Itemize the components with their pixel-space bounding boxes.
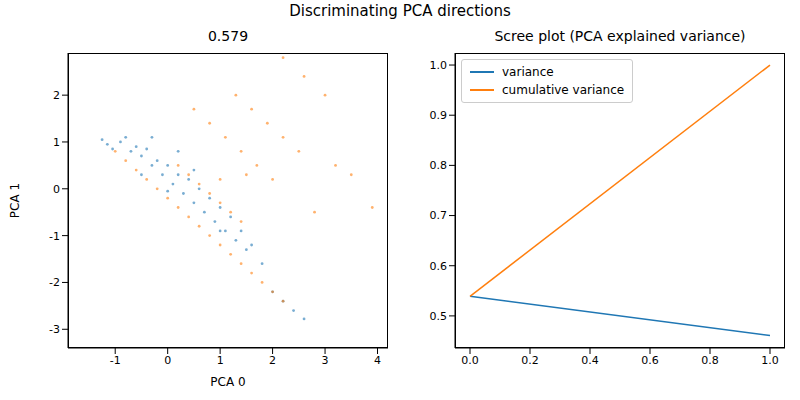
html-text:0.579: 0.579 — [208, 28, 248, 44]
svg-text:0.8: 0.8 — [701, 354, 719, 367]
svg-text:0.2: 0.2 — [521, 354, 539, 367]
svg-text:1: 1 — [53, 136, 60, 149]
svg-text:0.5: 0.5 — [430, 310, 448, 323]
svg-text:-2: -2 — [49, 276, 60, 289]
svg-text:4: 4 — [374, 354, 381, 367]
svg-text:-1: -1 — [110, 354, 121, 367]
svg-text:0.8: 0.8 — [430, 159, 448, 172]
svg-text:2: 2 — [269, 354, 276, 367]
svg-text:PCA 0: PCA 0 — [210, 375, 245, 389]
svg-text:0: 0 — [53, 183, 60, 196]
html-text:Discriminating PCA directions: Discriminating PCA directions — [289, 2, 511, 20]
svg-text:1.0: 1.0 — [430, 59, 448, 72]
svg-text:PCA 1: PCA 1 — [8, 183, 22, 218]
svg-text:0.6: 0.6 — [430, 260, 448, 273]
svg-text:1: 1 — [217, 354, 224, 367]
svg-text:3: 3 — [322, 354, 329, 367]
html-text:cumulative variance: cumulative variance — [502, 83, 625, 97]
svg-text:0.7: 0.7 — [430, 209, 448, 222]
html-text:Scree plot (PCA explained vari: Scree plot (PCA explained variance) — [494, 28, 746, 44]
svg-text:-3: -3 — [49, 323, 60, 336]
svg-text:0.6: 0.6 — [641, 354, 659, 367]
html-text:variance: variance — [502, 65, 554, 79]
svg-text:-1: -1 — [49, 230, 60, 243]
svg-text:0: 0 — [164, 354, 171, 367]
svg-text:0.9: 0.9 — [430, 109, 448, 122]
svg-text:1.0: 1.0 — [761, 354, 779, 367]
svg-text:0.0: 0.0 — [461, 354, 479, 367]
svg-text:0.4: 0.4 — [581, 354, 599, 367]
svg-text:2: 2 — [53, 89, 60, 102]
